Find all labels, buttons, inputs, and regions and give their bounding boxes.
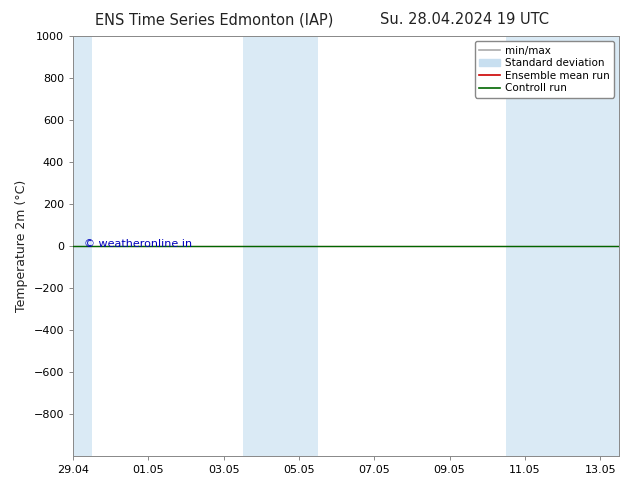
Y-axis label: Temperature 2m (°C): Temperature 2m (°C): [15, 180, 28, 312]
Bar: [506, 36, 619, 456]
Text: ENS Time Series Edmonton (IAP): ENS Time Series Edmonton (IAP): [95, 12, 333, 27]
Bar: [243, 36, 318, 456]
Text: Su. 28.04.2024 19 UTC: Su. 28.04.2024 19 UTC: [380, 12, 550, 27]
Text: © weatheronline.in: © weatheronline.in: [84, 239, 192, 249]
Bar: [73, 36, 92, 456]
Legend: min/max, Standard deviation, Ensemble mean run, Controll run: min/max, Standard deviation, Ensemble me…: [475, 41, 614, 98]
